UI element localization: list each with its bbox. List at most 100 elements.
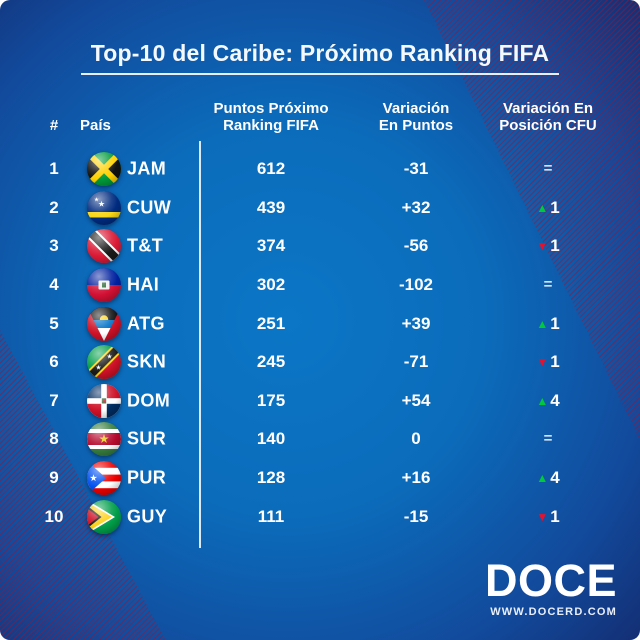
- points-value: 245: [256, 352, 286, 372]
- footer-branding: DOCE WWW.DOCERD.COM: [485, 558, 617, 618]
- rank-number: 8: [49, 429, 59, 449]
- header-country: País: [80, 116, 111, 134]
- header-points: Puntos Próximo Ranking FIFA: [213, 99, 329, 134]
- country-code: SKN: [127, 351, 167, 372]
- rank-number: 1: [49, 159, 59, 179]
- points-variation-value: -71: [403, 352, 429, 372]
- equal-icon: =: [543, 276, 553, 294]
- points-variation-value: -102: [398, 275, 434, 295]
- table-row: 6 SKN 245 -71 ▼ 1: [0, 343, 640, 382]
- points-value: 374: [256, 236, 286, 256]
- position-change: ▲ 4: [478, 468, 618, 488]
- rank-number: 6: [49, 352, 59, 372]
- country-code: ATG: [127, 313, 165, 334]
- points-value: 175: [256, 390, 286, 410]
- position-change: ▼ 1: [478, 507, 618, 527]
- down-arrow-icon: ▼: [536, 239, 549, 254]
- guyana-flag: [87, 499, 121, 534]
- country-code: GUY: [127, 506, 168, 527]
- table-row: 10 GUY 111 -15 ▼ 1: [0, 497, 640, 536]
- table-row: 7 DOM 175 +54 ▲ 4: [0, 382, 640, 421]
- up-arrow-icon: ▲: [536, 393, 549, 408]
- table-row: 9 PUR 128 +16 ▲ 4: [0, 459, 640, 498]
- position-change-value: 1: [550, 506, 560, 526]
- points-value: 302: [256, 275, 286, 295]
- position-change-value: 1: [550, 197, 560, 217]
- table-header: # País Puntos Próximo Ranking FIFA Varia…: [0, 94, 640, 134]
- country-code: JAM: [127, 158, 167, 179]
- position-change-value: 1: [550, 313, 560, 333]
- table-row: 4 HAI 302 -102 =: [0, 266, 640, 305]
- points-variation-value: -56: [403, 236, 429, 256]
- suriname-flag: [87, 422, 121, 457]
- position-change-value: 4: [550, 468, 560, 488]
- position-change-value: 4: [550, 390, 560, 410]
- table-row: 8 SUR 140 0 =: [0, 420, 640, 459]
- points-value: 612: [256, 159, 286, 179]
- curacao-flag: [87, 190, 121, 225]
- table-body: 1 JAM 612 -31 = 2 CUW 439 +32 ▲ 1 3 T&T: [0, 150, 640, 538]
- trinidad-tobago-flag: [87, 229, 121, 264]
- rank-number: 3: [49, 236, 59, 256]
- website-url: WWW.DOCERD.COM: [490, 606, 617, 618]
- points-variation-value: -31: [403, 159, 429, 179]
- antigua-barbuda-flag: [87, 306, 121, 341]
- country-code: T&T: [127, 235, 164, 256]
- points-variation-value: +16: [401, 468, 431, 488]
- table-row: 2 CUW 439 +32 ▲ 1: [0, 189, 640, 228]
- points-value: 140: [256, 429, 286, 449]
- points-value: 251: [256, 313, 286, 333]
- title-bar: Top-10 del Caribe: Próximo Ranking FIFA: [0, 40, 640, 75]
- position-change: =: [478, 159, 618, 179]
- country-code: PUR: [127, 467, 167, 488]
- rank-number: 2: [49, 197, 59, 217]
- country-code: SUR: [127, 428, 167, 449]
- points-variation-value: +39: [401, 313, 431, 333]
- saint-kitts-nevis-flag: [87, 345, 121, 380]
- equal-icon: =: [543, 430, 553, 448]
- up-arrow-icon: ▲: [536, 316, 549, 331]
- position-change: ▼ 1: [478, 352, 618, 372]
- header-variation-position: Variación En Posición CFU: [499, 99, 597, 134]
- points-value: 128: [256, 468, 286, 488]
- points-value: 439: [256, 197, 286, 217]
- country-code: DOM: [127, 390, 171, 411]
- position-change-value: 1: [550, 352, 560, 372]
- position-change: =: [478, 275, 618, 295]
- table-row: 1 JAM 612 -31 =: [0, 150, 640, 189]
- position-change: ▲ 1: [478, 314, 618, 334]
- rank-number: 10: [44, 506, 64, 526]
- dominican-republic-flag: [87, 383, 121, 418]
- country-code: CUW: [127, 197, 172, 218]
- rank-number: 4: [49, 275, 59, 295]
- table-row: 3 T&T 374 -56 ▼ 1: [0, 227, 640, 266]
- page-title: Top-10 del Caribe: Próximo Ranking FIFA: [80, 40, 560, 75]
- points-variation-value: 0: [411, 429, 421, 449]
- position-change: ▲ 4: [478, 391, 618, 411]
- up-arrow-icon: ▲: [536, 200, 549, 215]
- position-change: ▲ 1: [478, 198, 618, 218]
- points-variation-value: +54: [401, 390, 431, 410]
- rank-number: 9: [49, 468, 59, 488]
- equal-icon: =: [543, 160, 553, 178]
- down-arrow-icon: ▼: [536, 509, 549, 524]
- haiti-flag: [87, 268, 121, 303]
- up-arrow-icon: ▲: [536, 471, 549, 486]
- table-row: 5 ATG 251 +39 ▲ 1: [0, 304, 640, 343]
- rank-number: 5: [49, 313, 59, 333]
- rank-number: 7: [49, 390, 59, 410]
- position-change: =: [478, 429, 618, 449]
- points-variation-value: -15: [403, 506, 429, 526]
- country-code: HAI: [127, 274, 160, 295]
- header-rank: #: [49, 116, 59, 134]
- doce-logo: DOCE: [484, 555, 617, 606]
- position-change: ▼ 1: [478, 236, 618, 256]
- down-arrow-icon: ▼: [536, 355, 549, 370]
- header-variation-points: Variación En Puntos: [378, 99, 454, 134]
- points-value: 111: [257, 506, 285, 526]
- jamaica-flag: [87, 152, 121, 187]
- position-change-value: 1: [550, 236, 560, 256]
- column-divider-line: [199, 141, 201, 548]
- puerto-rico-flag: [87, 461, 121, 496]
